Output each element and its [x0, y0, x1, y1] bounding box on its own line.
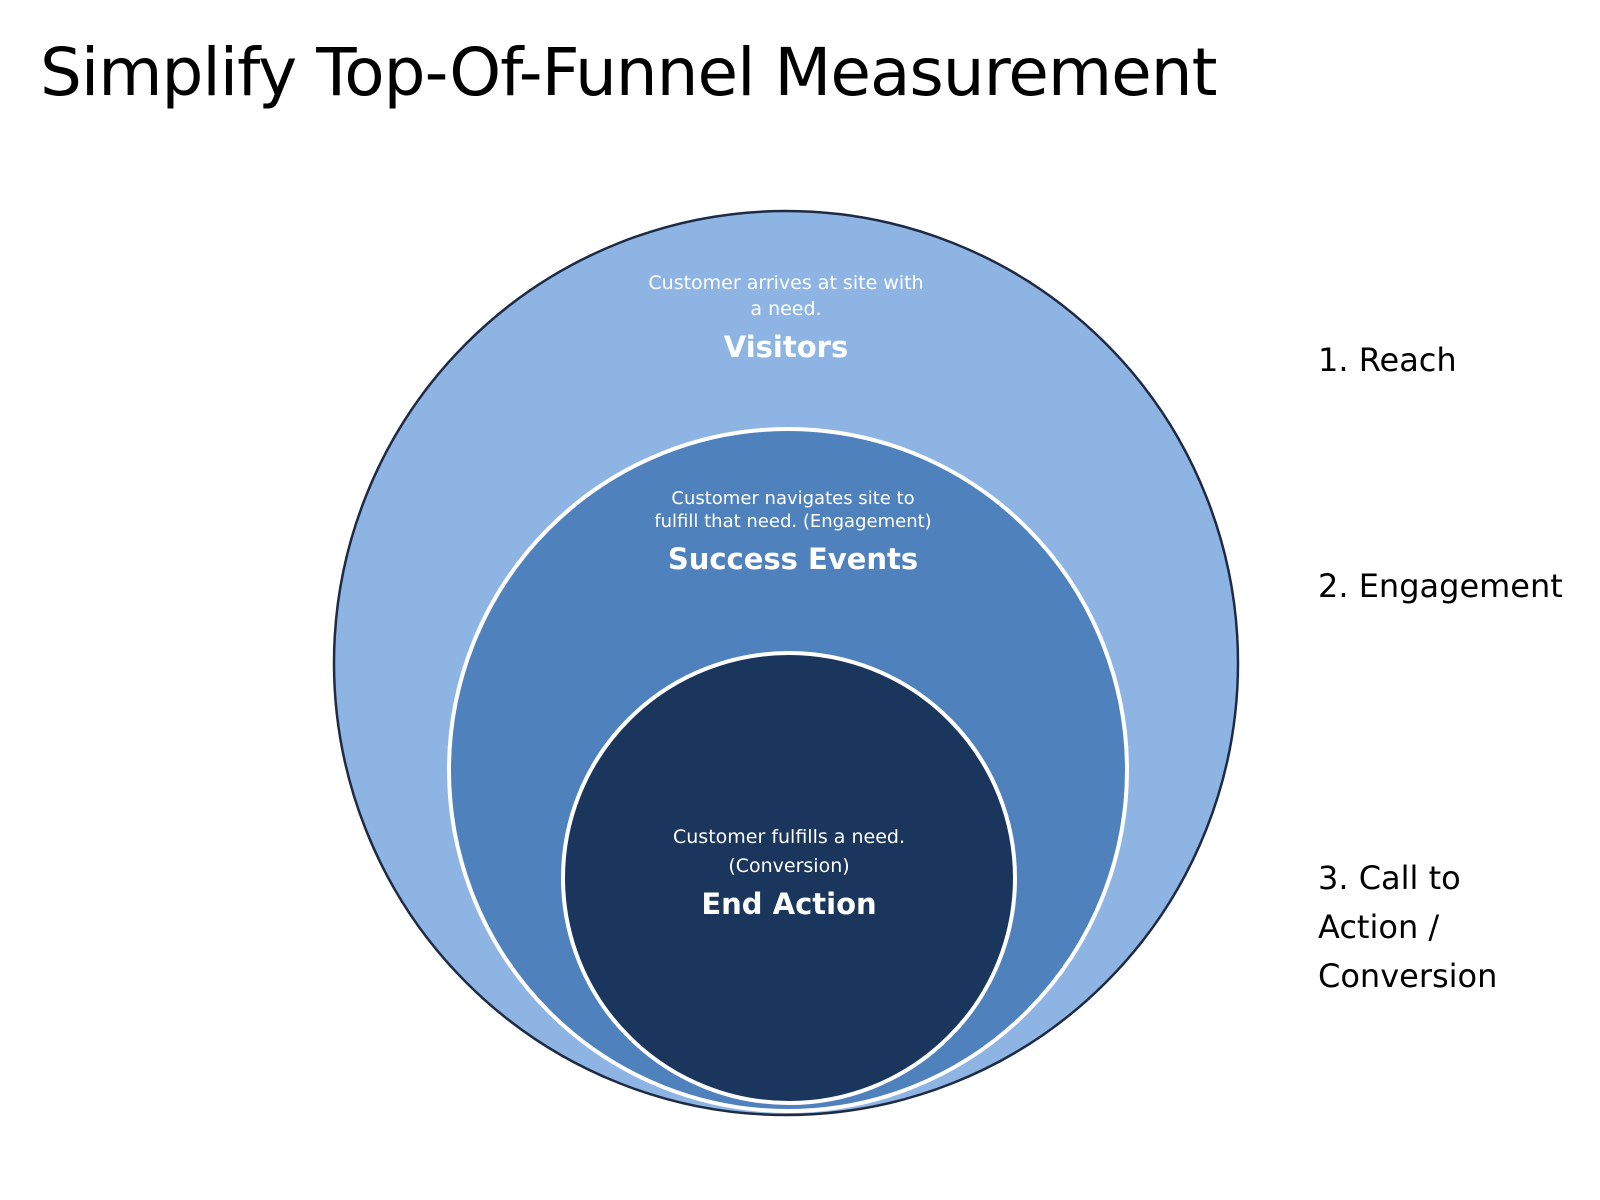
- stage-conversion-label: 3. Call to Action / Conversion: [1318, 854, 1497, 1001]
- visitors-description-line: a need.: [750, 298, 822, 320]
- end-action-description-line: Customer fulfills a need.: [672, 826, 905, 848]
- page-title: Simplify Top-Of-Funnel Measurement: [40, 34, 1217, 111]
- stage-engagement-label: 2. Engagement: [1318, 562, 1563, 611]
- visitors-text-block: Customer arrives at site with a need. Vi…: [586, 270, 986, 367]
- end-action-description: Customer fulfills a need. (Conversion): [614, 823, 964, 881]
- visitors-description: Customer arrives at site with a need.: [586, 270, 986, 322]
- stage-label-line: 1. Reach: [1318, 341, 1457, 379]
- stage-label-line: Conversion: [1318, 957, 1498, 995]
- success-events-description-line: fulfill that need. (Engagement): [654, 511, 932, 532]
- stage-label-line: 3. Call to: [1318, 859, 1461, 897]
- end-action-description-line: (Conversion): [728, 855, 850, 877]
- success-events-label: Success Events: [667, 542, 919, 576]
- stage-label-line: Action /: [1318, 908, 1440, 946]
- success-events-description-line: Customer navigates site to: [671, 488, 915, 509]
- end-action-text-block: Customer fulfills a need. (Conversion) E…: [614, 823, 964, 924]
- success-events-text-block: Customer navigates site to fulfill that …: [588, 487, 998, 579]
- visitors-label: Visitors: [723, 330, 849, 364]
- success-events-description: Customer navigates site to fulfill that …: [588, 487, 998, 533]
- end-action-label: End Action: [701, 887, 877, 921]
- end-action-circle: [561, 651, 1017, 1105]
- visitors-description-line: Customer arrives at site with: [648, 272, 924, 294]
- stage-reach-label: 1. Reach: [1318, 336, 1457, 385]
- stage-label-line: 2. Engagement: [1318, 567, 1563, 605]
